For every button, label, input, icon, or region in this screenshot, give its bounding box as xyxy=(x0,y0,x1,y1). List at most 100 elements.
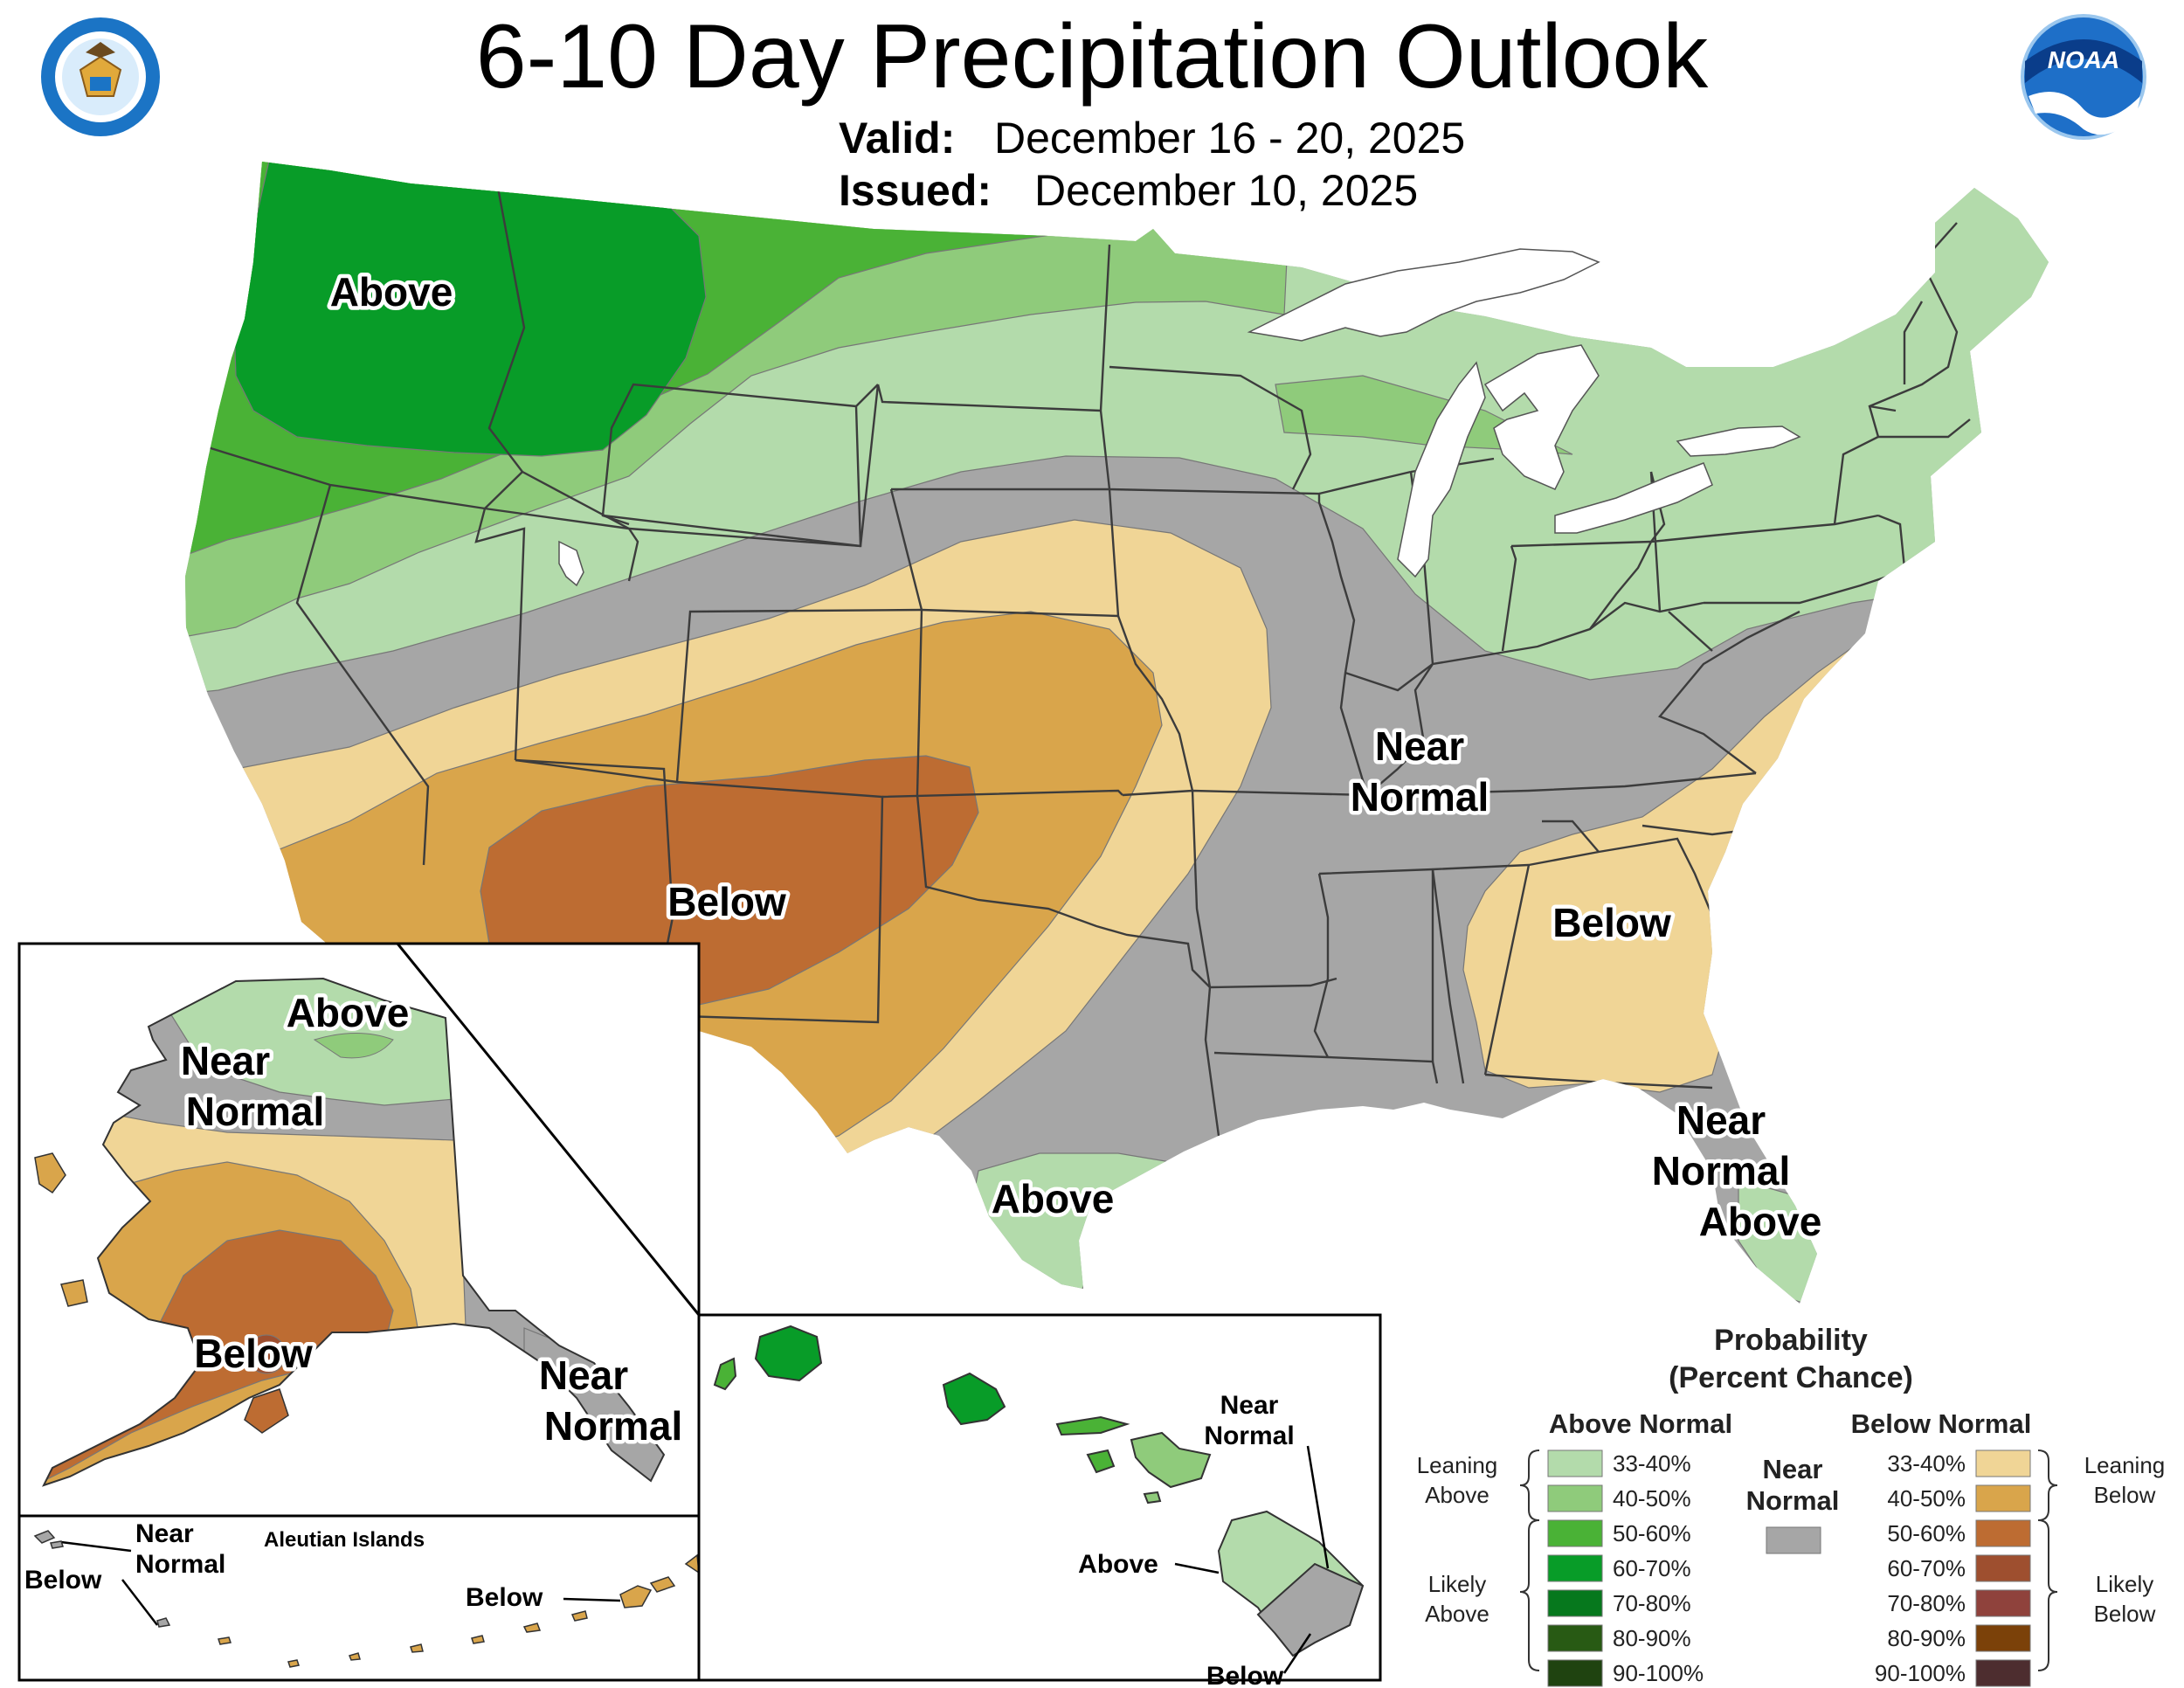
legend-above-swatch-4 xyxy=(1547,1589,1603,1617)
legend-above-swatch-2 xyxy=(1547,1519,1603,1547)
legend-below-swatch-0 xyxy=(1975,1449,2031,1477)
legend-likely-below-line2: Below xyxy=(2094,1601,2156,1627)
aleutian-pointer-lines xyxy=(60,1540,621,1626)
conus-above-60-region xyxy=(233,162,707,457)
department-of-commerce-seal-icon xyxy=(41,17,160,136)
maui-island xyxy=(1130,1431,1212,1489)
great-salt-lake xyxy=(558,540,584,587)
state-boundaries xyxy=(187,187,1971,1137)
label-alaska-near-normal-line1: Near xyxy=(181,1038,270,1083)
label-aleutian-near-line1: Near xyxy=(135,1519,194,1548)
aleutian-inset-frame xyxy=(17,1514,701,1682)
label-alaska-near-normal-se-line2: Normal xyxy=(544,1403,682,1449)
label-hawaii-above: Above xyxy=(1078,1550,1158,1579)
label-above-texas: Above xyxy=(992,1176,1115,1221)
legend-above-swatch-3 xyxy=(1547,1554,1603,1582)
legend-above-label-0: 33-40% xyxy=(1613,1450,1691,1477)
hawaii-pointer-lines xyxy=(1174,1445,1330,1674)
label-aleutian-below-west: Below xyxy=(24,1566,102,1595)
legend-likely-above-line2: Above xyxy=(1425,1601,1489,1627)
noaa-logo-icon: NOAA xyxy=(2021,14,2146,140)
legend-leaning-below-line1: Leaning xyxy=(2084,1452,2166,1478)
conus-labels: Above Below Near Normal Below Above Near… xyxy=(326,266,1826,1249)
valid-label: Valid: xyxy=(839,114,955,163)
aleutian-inset: Aleutian Islands Near Normal Below Below xyxy=(17,1514,701,1682)
legend-below-swatch-5 xyxy=(1975,1624,2031,1652)
label-near-normal-florida-line2: Normal xyxy=(1652,1148,1790,1193)
legend: Probability (Percent Chance) Above Norma… xyxy=(1417,1324,2166,1687)
label-hawaii-near-line2: Normal xyxy=(1204,1422,1294,1450)
issued-date: December 10, 2025 xyxy=(1034,166,1418,215)
aleutian-title: Aleutian Islands xyxy=(264,1528,425,1552)
lanai-island xyxy=(1086,1449,1116,1474)
noaa-logo-text: NOAA xyxy=(2048,46,2119,73)
legend-below-label-4: 70-80% xyxy=(1887,1590,1966,1616)
molokai-island xyxy=(1055,1415,1130,1436)
label-below-southwest: Below xyxy=(667,879,786,924)
alaska-inset-connector xyxy=(396,943,701,1316)
legend-above-bins: 33-40% 40-50% 50-60% 60-70% 70-80% 80-90% 90-1… xyxy=(1547,1449,1704,1687)
legend-likely-above-line1: Likely xyxy=(1428,1571,1486,1597)
label-above-northwest: Above xyxy=(330,269,453,315)
label-hawaii-below: Below xyxy=(1206,1662,1284,1688)
legend-leaning-above-line1: Leaning xyxy=(1417,1452,1498,1478)
alaska-inset: Above Near Normal Below Near Normal xyxy=(17,942,701,1518)
legend-above-swatch-6 xyxy=(1547,1659,1603,1687)
legend-above-label-2: 50-60% xyxy=(1613,1520,1691,1546)
legend-above-label-6: 90-100% xyxy=(1613,1660,1704,1686)
legend-below-label-5: 80-90% xyxy=(1887,1625,1966,1651)
legend-title-line1: Probability xyxy=(1714,1324,1868,1357)
label-alaska-near-normal-line2: Normal xyxy=(186,1089,324,1134)
legend-below-swatch-4 xyxy=(1975,1589,2031,1617)
legend-above-swatch-0 xyxy=(1547,1449,1603,1477)
legend-below-label-2: 50-60% xyxy=(1887,1520,1966,1546)
oahu-island xyxy=(942,1372,1006,1426)
aleutian-islands-east xyxy=(218,1553,700,1668)
hawaii-inset: Near Normal Above Below xyxy=(697,1313,1382,1688)
label-near-normal-center-line2: Normal xyxy=(1351,774,1489,820)
kahoolawe-island xyxy=(1143,1491,1162,1505)
great-lakes xyxy=(1247,248,1801,578)
legend-title-line2: (Percent Chance) xyxy=(1669,1361,1913,1394)
legend-above-header: Above Normal xyxy=(1549,1408,1732,1439)
legend-likely-below-line1: Likely xyxy=(2096,1571,2153,1597)
legend-below-swatch-6 xyxy=(1975,1659,2031,1687)
header: 6-10 Day Precipitation Outlook Valid: De… xyxy=(476,6,1710,215)
legend-near-line2: Normal xyxy=(1746,1485,1840,1516)
label-alaska-above: Above xyxy=(287,990,410,1035)
hawaii-islands xyxy=(713,1325,1365,1657)
legend-below-bins: 33-40% 40-50% 50-60% 60-70% 70-80% 80-90% 90-1… xyxy=(1875,1449,2031,1687)
legend-below-swatch-1 xyxy=(1975,1484,2031,1512)
legend-braces xyxy=(1519,1449,2058,1671)
legend-below-label-0: 33-40% xyxy=(1887,1450,1966,1477)
legend-near-swatch xyxy=(1766,1526,1821,1554)
valid-date: December 16 - 20, 2025 xyxy=(994,114,1465,163)
label-near-normal-florida-line1: Near xyxy=(1676,1097,1766,1143)
alaska-outline xyxy=(42,977,666,1487)
aleutian-islands-west xyxy=(33,1530,171,1628)
legend-below-swatch-3 xyxy=(1975,1554,2031,1582)
label-below-southeast: Below xyxy=(1552,900,1671,945)
legend-leaning-above-line2: Above xyxy=(1425,1482,1489,1508)
legend-leaning-below-line2: Below xyxy=(2094,1482,2156,1508)
legend-above-label-5: 80-90% xyxy=(1613,1625,1691,1651)
legend-below-label-1: 40-50% xyxy=(1887,1485,1966,1512)
legend-below-label-6: 90-100% xyxy=(1875,1660,1966,1686)
legend-below-swatch-2 xyxy=(1975,1519,2031,1547)
label-aleutian-below-east: Below xyxy=(466,1583,543,1612)
page-title: 6-10 Day Precipitation Outlook xyxy=(476,6,1710,107)
legend-below-label-3: 60-70% xyxy=(1887,1555,1966,1581)
big-island-near-normal xyxy=(1256,1562,1365,1657)
legend-above-label-4: 70-80% xyxy=(1613,1590,1691,1616)
legend-above-label-1: 40-50% xyxy=(1613,1485,1691,1512)
niihau-island xyxy=(713,1357,737,1391)
issued-label: Issued: xyxy=(839,166,992,215)
label-aleutian-near-line2: Normal xyxy=(135,1550,225,1579)
label-alaska-below: Below xyxy=(194,1331,313,1376)
legend-above-swatch-5 xyxy=(1547,1624,1603,1652)
kauai-island xyxy=(754,1325,823,1382)
legend-near-line1: Near xyxy=(1763,1454,1823,1484)
legend-above-label-3: 60-70% xyxy=(1613,1555,1691,1581)
label-near-normal-center-line1: Near xyxy=(1375,723,1464,769)
